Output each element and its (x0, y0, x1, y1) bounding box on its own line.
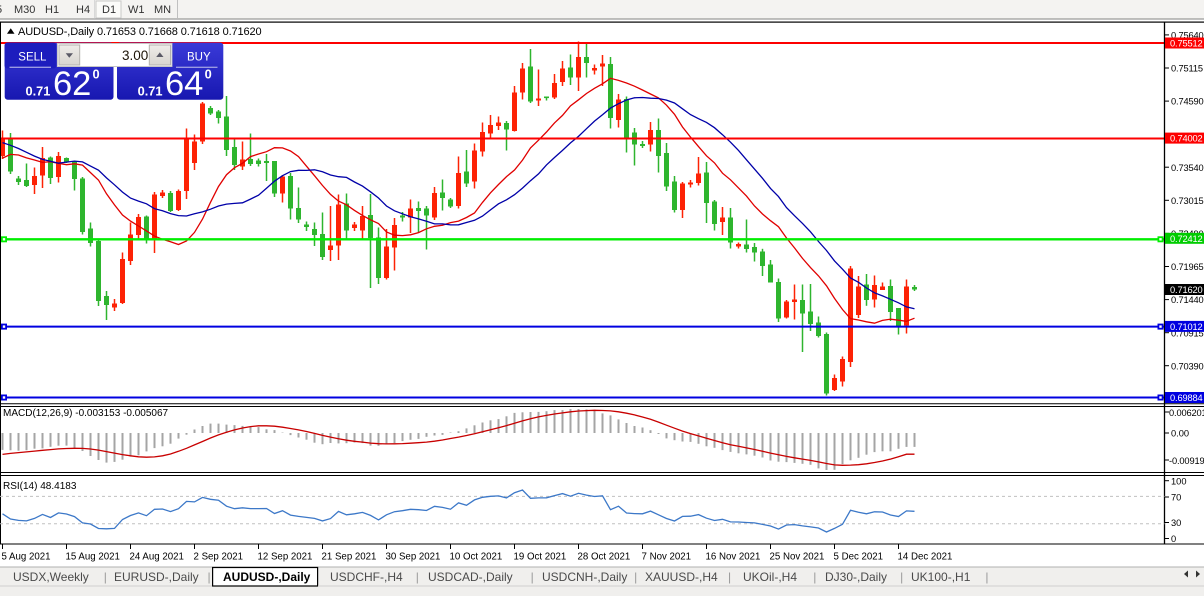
svg-text:0.70390: 0.70390 (1171, 361, 1204, 371)
svg-text:AUDUSD-,Daily 0.71653 0.71668: AUDUSD-,Daily 0.71653 0.71668 0.71618 0.… (18, 26, 262, 38)
svg-text:RSI(14) 48.4183: RSI(14) 48.4183 (3, 481, 77, 492)
svg-text:|: | (531, 570, 534, 584)
svg-text:0.75512: 0.75512 (1170, 39, 1203, 49)
svg-text:USDCAD-,Daily: USDCAD-,Daily (428, 570, 513, 584)
svg-text:15 Aug 2021: 15 Aug 2021 (66, 552, 120, 563)
svg-text:|: | (985, 570, 988, 584)
svg-text:62: 62 (53, 65, 91, 103)
svg-text:0.71620: 0.71620 (1170, 285, 1203, 295)
svg-text:0.74590: 0.74590 (1171, 97, 1204, 107)
svg-text:0.006201: 0.006201 (1169, 408, 1204, 418)
svg-text:|: | (634, 570, 637, 584)
svg-text:EURUSD-,Daily: EURUSD-,Daily (114, 570, 199, 584)
svg-text:|: | (900, 570, 903, 584)
svg-text:UKOil-,H4: UKOil-,H4 (743, 570, 797, 584)
svg-text:H1: H1 (45, 4, 59, 16)
svg-text:16 Nov 2021: 16 Nov 2021 (706, 552, 761, 563)
svg-text:0.74002: 0.74002 (1170, 134, 1203, 144)
svg-text:W1: W1 (128, 4, 145, 16)
svg-text:0.71012: 0.71012 (1170, 322, 1203, 332)
svg-text:SELL: SELL (18, 52, 47, 64)
svg-text:0.75115: 0.75115 (1171, 64, 1203, 74)
svg-text:|: | (416, 570, 419, 584)
svg-text:0: 0 (205, 67, 212, 82)
svg-text:28 Oct 2021: 28 Oct 2021 (578, 552, 631, 563)
svg-text:70: 70 (1171, 493, 1181, 503)
svg-text:-0.00919: -0.00919 (1169, 456, 1204, 466)
svg-text:7 Nov 2021: 7 Nov 2021 (642, 552, 692, 563)
svg-text:MACD(12,26,9) -0.003153 -0.005: MACD(12,26,9) -0.003153 -0.005067 (3, 408, 169, 419)
svg-text:|: | (208, 570, 211, 584)
svg-text:0.72412: 0.72412 (1170, 234, 1203, 244)
svg-text:3.00: 3.00 (122, 48, 148, 63)
svg-text:64: 64 (165, 65, 203, 103)
svg-text:USDX,Weekly: USDX,Weekly (13, 570, 89, 584)
svg-text:2 Sep 2021: 2 Sep 2021 (194, 552, 244, 563)
svg-text:USDCNH-,Daily: USDCNH-,Daily (542, 570, 627, 584)
svg-text:0.70915: 0.70915 (1171, 328, 1204, 338)
svg-text:0.71: 0.71 (138, 83, 163, 98)
svg-text:5: 5 (0, 4, 2, 16)
svg-text:19 Oct 2021: 19 Oct 2021 (514, 552, 567, 563)
svg-text:0.71: 0.71 (26, 83, 51, 98)
svg-text:14 Dec 2021: 14 Dec 2021 (898, 552, 953, 563)
svg-text:H4: H4 (76, 4, 90, 16)
svg-text:0.69884: 0.69884 (1170, 393, 1203, 403)
svg-text:30: 30 (1171, 518, 1181, 528)
svg-text:100: 100 (1171, 476, 1187, 486)
svg-text:10 Oct 2021: 10 Oct 2021 (450, 552, 503, 563)
svg-text:M30: M30 (14, 4, 35, 16)
svg-text:USDCHF-,H4: USDCHF-,H4 (330, 570, 403, 584)
svg-text:AUDUSD-,Daily: AUDUSD-,Daily (223, 570, 311, 584)
svg-text:0: 0 (93, 67, 100, 82)
svg-text:0.71440: 0.71440 (1171, 295, 1204, 305)
svg-text:|: | (104, 570, 107, 584)
svg-text:UK100-,H1: UK100-,H1 (911, 570, 971, 584)
svg-text:MN: MN (154, 4, 171, 16)
svg-text:5 Dec 2021: 5 Dec 2021 (834, 552, 884, 563)
svg-text:XAUUSD-,H4: XAUUSD-,H4 (645, 570, 718, 584)
svg-text:D1: D1 (102, 4, 116, 16)
svg-text:0.73015: 0.73015 (1171, 196, 1204, 206)
svg-text:30 Sep 2021: 30 Sep 2021 (386, 552, 441, 563)
svg-text:5 Aug 2021: 5 Aug 2021 (2, 552, 51, 563)
svg-text:DJ30-,Daily: DJ30-,Daily (825, 570, 887, 584)
svg-text:BUY: BUY (187, 52, 211, 64)
svg-text:0.75640: 0.75640 (1171, 31, 1204, 41)
svg-text:25 Nov 2021: 25 Nov 2021 (770, 552, 825, 563)
svg-text:12 Sep 2021: 12 Sep 2021 (258, 552, 313, 563)
svg-text:|: | (728, 570, 731, 584)
svg-text:|: | (813, 570, 816, 584)
svg-text:0.71965: 0.71965 (1171, 262, 1204, 272)
svg-text:21 Sep 2021: 21 Sep 2021 (322, 552, 377, 563)
svg-text:0.00: 0.00 (1171, 429, 1189, 439)
svg-text:0.73540: 0.73540 (1171, 163, 1204, 173)
svg-text:0: 0 (1171, 534, 1176, 544)
svg-text:24 Aug 2021: 24 Aug 2021 (130, 552, 184, 563)
